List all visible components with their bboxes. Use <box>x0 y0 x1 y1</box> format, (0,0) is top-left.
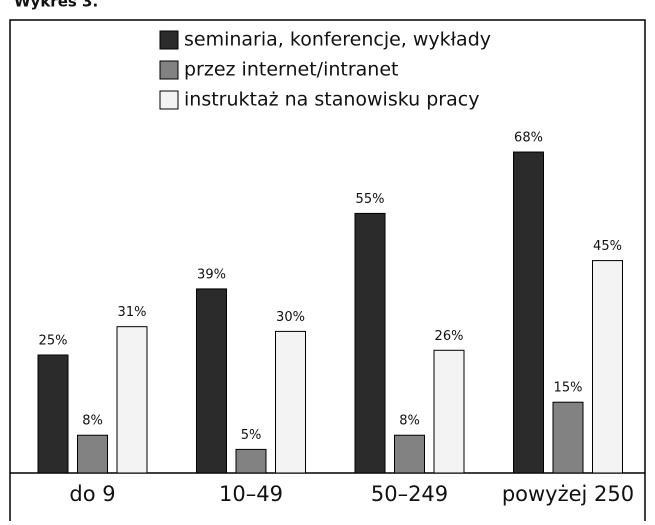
bar <box>275 330 306 474</box>
bar <box>116 326 148 474</box>
bar <box>394 434 425 474</box>
value-label: 5% <box>241 428 262 443</box>
legend-label: seminaria, konferencje, wykłady <box>184 29 491 51</box>
bar <box>513 151 544 474</box>
x-tick-label: 50–249 <box>371 482 448 506</box>
value-label: 55% <box>356 192 385 207</box>
bar <box>552 401 584 474</box>
legend-label: przez internet/intranet <box>184 59 398 81</box>
value-label: 39% <box>197 267 226 282</box>
x-tick-label: powyżej 250 <box>502 482 634 506</box>
bar <box>433 349 465 474</box>
bar <box>196 288 227 474</box>
legend-swatch <box>159 90 179 110</box>
value-label: 8% <box>82 414 103 429</box>
frame <box>9 19 646 521</box>
legend-label: instruktaż na stanowisku pracy <box>184 89 479 111</box>
value-label: 25% <box>39 334 68 349</box>
bar <box>354 212 386 474</box>
value-label: 15% <box>554 381 583 396</box>
value-label: 30% <box>276 310 305 325</box>
bar <box>592 260 623 474</box>
bar <box>235 448 267 474</box>
chart-title: Wykres 3. <box>14 0 98 11</box>
value-label: 8% <box>399 414 420 429</box>
bar <box>37 354 69 474</box>
bar <box>77 434 108 474</box>
value-label: 31% <box>118 305 147 320</box>
x-tick-label: do 9 <box>69 482 115 506</box>
value-label: 26% <box>435 329 464 344</box>
legend-swatch <box>159 60 179 80</box>
value-label: 45% <box>593 239 622 254</box>
value-label: 68% <box>514 131 543 146</box>
legend-swatch <box>159 30 179 50</box>
x-tick-label: 10–49 <box>219 482 283 506</box>
